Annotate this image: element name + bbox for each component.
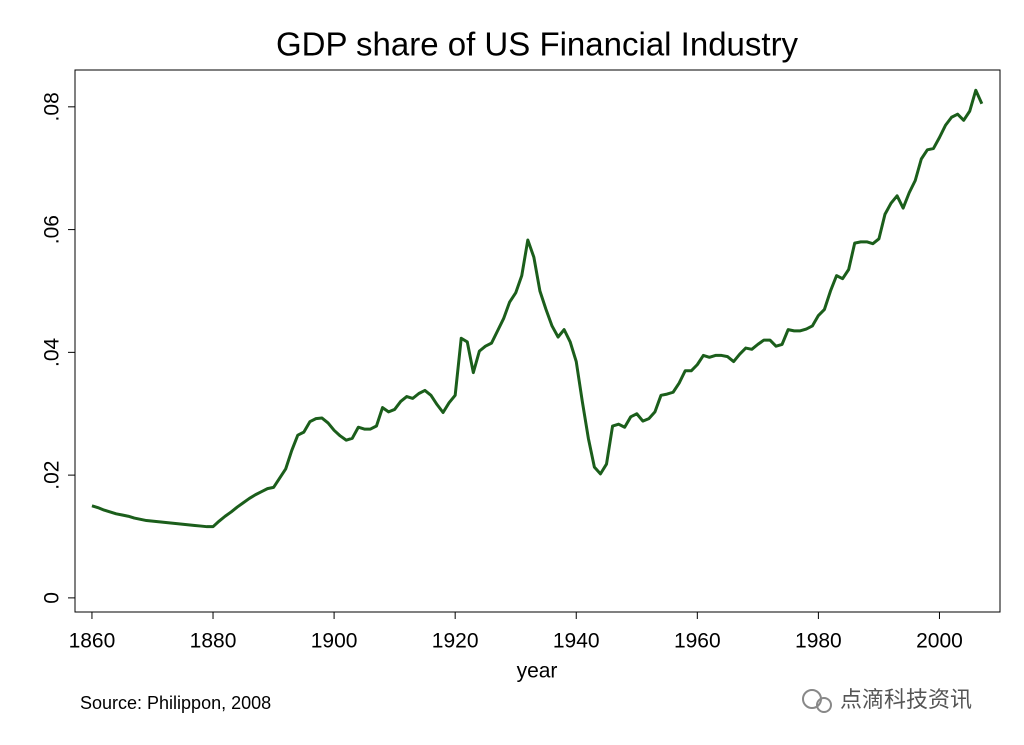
- y-tick-label: .06: [41, 215, 64, 244]
- y-tick-label: .02: [41, 461, 64, 490]
- y-tick-label: .08: [41, 92, 64, 121]
- watermark: 点滴科技资讯: [840, 687, 972, 712]
- x-tick-label: 1900: [311, 630, 358, 653]
- data-line: [91, 88, 984, 529]
- x-tick-label: 1960: [674, 630, 721, 653]
- x-tick-label: 2000: [916, 630, 963, 653]
- y-tick-label: .04: [41, 337, 64, 367]
- x-tick-label: 1920: [432, 630, 479, 653]
- x-axis-label: year: [517, 660, 558, 683]
- chart-title: GDP share of US Financial Industry: [276, 26, 799, 63]
- watermark-icon: [802, 689, 832, 713]
- x-tick-label: 1860: [69, 630, 116, 653]
- plot-frame: [74, 69, 1001, 613]
- source-note: Source: Philippon, 2008: [80, 693, 271, 713]
- y-tick-label: 0: [41, 592, 64, 604]
- x-tick-label: 1880: [190, 630, 237, 653]
- x-tick-label: 1940: [553, 630, 600, 653]
- x-tick-label: 1980: [795, 630, 842, 653]
